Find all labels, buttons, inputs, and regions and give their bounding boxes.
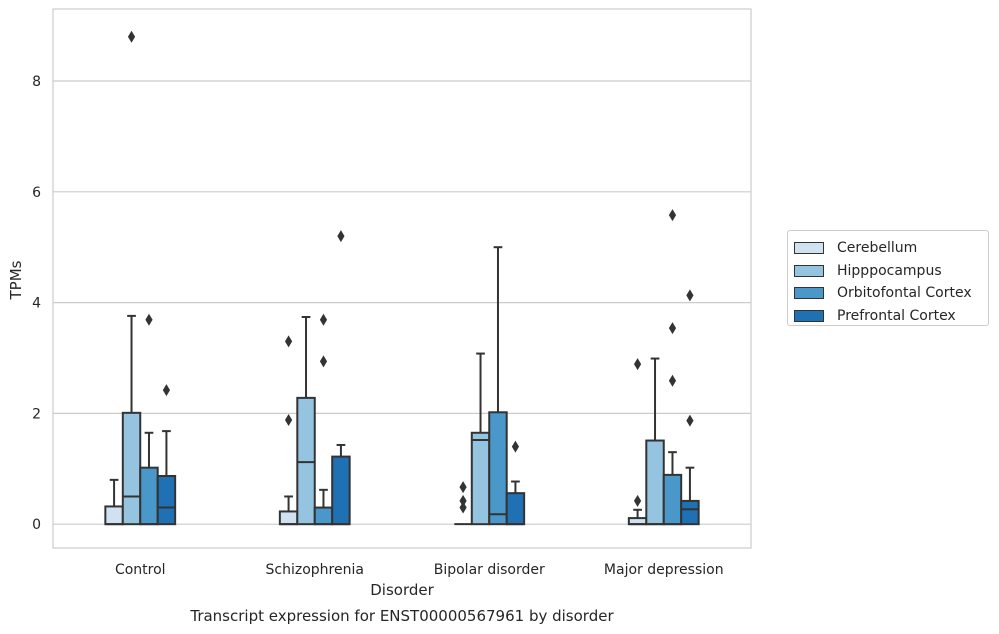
legend-label-orbitofontal-cortex: Orbitofontal Cortex — [837, 285, 972, 302]
legend-item-hipppocampus: Hipppocampus — [794, 260, 982, 283]
box-body — [488, 411, 508, 526]
legend-item-cerebellum: Cerebellum — [794, 237, 982, 260]
outlier-point — [127, 30, 136, 43]
x-tick-label: Control — [115, 562, 166, 578]
outlier-point — [633, 494, 642, 507]
box-0-3 — [156, 430, 177, 526]
box-body — [313, 506, 334, 526]
outlier-point — [668, 374, 677, 387]
box-0-1 — [121, 314, 142, 526]
box-body — [139, 466, 159, 526]
y-tick-label: 2 — [32, 406, 41, 422]
y-tick-labels: 0 2 4 6 8 — [32, 74, 41, 533]
box-body — [505, 492, 526, 526]
legend-item-orbitofontal-cortex: Orbitofontal Cortex — [794, 282, 982, 305]
box-1-1 — [296, 316, 316, 526]
box-0-0 — [104, 478, 124, 526]
box-1-2 — [313, 488, 334, 526]
x-tick-label: Schizophrenia — [266, 562, 364, 578]
legend-item-prefrontal-cortex: Prefrontal Cortex — [794, 305, 982, 328]
y-axis-label: TPMs — [7, 260, 25, 300]
legend-swatch-hipppocampus — [794, 264, 824, 277]
legend-label-hipppocampus: Hipppocampus — [837, 262, 942, 279]
box-body — [296, 396, 316, 526]
box-body — [121, 411, 142, 526]
box-3-3 — [680, 466, 700, 526]
legend: Cerebellum Hipppocampus Orbitofontal Cor… — [787, 230, 989, 326]
box-1-3 — [331, 443, 351, 526]
outlier-point — [319, 355, 328, 368]
box-3-0 — [627, 508, 648, 526]
box-0-2 — [139, 431, 159, 526]
box-3-2 — [662, 451, 683, 526]
outlier-point — [319, 313, 328, 326]
y-tick-label: 6 — [32, 185, 41, 201]
box-series — [104, 246, 700, 526]
outlier-point — [284, 335, 293, 348]
box-2-3 — [505, 480, 526, 526]
outlier-point — [511, 440, 520, 453]
outlier-point — [459, 494, 467, 507]
box-2-2 — [488, 246, 508, 526]
outlier-point — [668, 209, 677, 222]
box-3-1 — [645, 357, 665, 526]
outlier-point — [162, 384, 171, 397]
box-body — [278, 510, 299, 526]
x-tick-labels: Control Schizophrenia Bipolar disorder Majo… — [115, 562, 724, 578]
legend-label-cerebellum: Cerebellum — [837, 240, 918, 257]
y-tick-label: 0 — [32, 517, 41, 533]
legend-swatch-prefrontal-cortex — [794, 309, 824, 322]
outlier-point — [284, 414, 293, 427]
box-2-1 — [470, 352, 491, 526]
x-tick-label: Major depression — [604, 562, 724, 578]
box-body — [470, 431, 491, 526]
x-tick-label: Bipolar disorder — [434, 562, 545, 578]
legend-label-prefrontal-cortex: Prefrontal Cortex — [837, 307, 956, 324]
chart-caption: Transcript expression for ENST0000056796… — [189, 607, 614, 625]
outlier-point — [686, 289, 694, 302]
outlier-markers — [127, 30, 694, 514]
outlier-point — [686, 414, 694, 427]
outlier-point — [668, 322, 677, 335]
outlier-point — [459, 501, 467, 514]
box-body — [662, 473, 683, 526]
outlier-point — [145, 313, 153, 326]
y-tick-label: 8 — [32, 74, 41, 90]
y-tick-label: 4 — [32, 296, 41, 312]
box-body — [645, 439, 665, 526]
box-body — [104, 505, 124, 526]
box-body — [156, 474, 177, 526]
box-body — [331, 455, 351, 526]
legend-swatch-orbitofontal-cortex — [794, 287, 824, 300]
x-axis-label: Disorder — [370, 581, 434, 599]
legend-swatch-cerebellum — [794, 242, 824, 255]
box-1-0 — [278, 495, 299, 526]
outlier-point — [337, 230, 345, 243]
outlier-point — [459, 481, 467, 494]
outlier-point — [633, 358, 642, 371]
plot-frame — [52, 8, 752, 549]
box-body — [680, 499, 700, 526]
